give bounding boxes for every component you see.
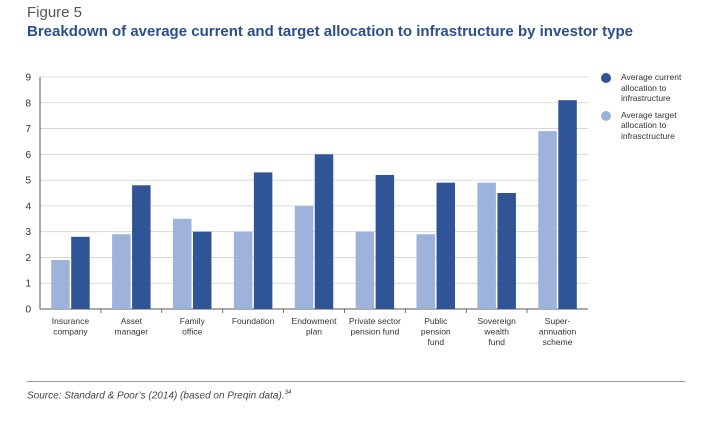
source-text: Source: Standard & Poor’s (2014) (based … (27, 390, 285, 402)
x-tick-label: Insurance (52, 316, 90, 326)
legend-swatch-target (601, 110, 611, 121)
x-tick-label: pension fund (351, 327, 400, 337)
bar-target (294, 205, 314, 309)
bar-target (538, 131, 557, 309)
bar-target (477, 182, 496, 309)
x-tick-label: Super- (545, 316, 571, 326)
y-tick-label: 1 (25, 279, 31, 290)
x-tick-label: plan (306, 327, 322, 337)
legend-label-target: Average target allocation to infrasctruc… (621, 109, 677, 141)
bar-target (172, 218, 192, 309)
legend-item-target: Average target allocation to infrasctruc… (601, 110, 701, 142)
x-tick-label: Sovereign (478, 316, 517, 326)
y-tick-label: 6 (25, 150, 31, 161)
bar-current (375, 174, 395, 309)
y-tick-label: 8 (25, 98, 31, 109)
legend-label-current: Average current allocation to infrastruc… (621, 72, 682, 103)
bar-target (355, 231, 375, 309)
legend-item-current: Average current allocation to infrastruc… (601, 72, 701, 104)
y-tick-label: 3 (25, 227, 31, 238)
x-tick-label: Foundation (232, 316, 275, 326)
source-divider (27, 381, 685, 382)
x-tick-label: Public (424, 316, 448, 326)
bar-current (558, 100, 577, 309)
y-tick-label: 4 (25, 201, 31, 212)
x-tick-label: company (53, 327, 88, 337)
source-note: Source: Standard & Poor’s (2014) (based … (27, 390, 291, 401)
bar-current (253, 172, 273, 309)
x-tick-label: office (182, 327, 202, 337)
y-tick-label: 9 (25, 73, 31, 84)
bar-target (233, 231, 253, 309)
x-tick-label: Family (180, 316, 206, 326)
bar-current (71, 236, 90, 309)
bar-current (132, 185, 151, 309)
y-tick-label: 0 (25, 305, 31, 316)
x-tick-label: manager (115, 327, 149, 337)
bar-current (314, 154, 334, 309)
x-tick-label: fund (428, 337, 445, 347)
x-tick-label: scheme (543, 337, 573, 347)
chart-legend: Average current allocation to infrastruc… (601, 72, 701, 147)
source-footnote-ref: 34 (284, 390, 292, 396)
x-tick-label: pension (421, 327, 451, 337)
x-tick-label: Endowment (292, 316, 338, 326)
y-tick-label: 5 (25, 176, 31, 187)
y-tick-label: 2 (25, 253, 31, 264)
figure-title: Breakdown of average current and target … (27, 23, 633, 40)
bar-current (497, 193, 516, 309)
bar-target (416, 234, 436, 309)
x-tick-label: Private sector (349, 316, 401, 326)
legend-swatch-current (601, 73, 611, 83)
y-tick-label: 7 (25, 124, 31, 135)
bar-target (112, 234, 131, 309)
bar-target (51, 260, 70, 309)
x-tick-label: wealth (483, 327, 509, 337)
x-tick-label: fund (488, 337, 505, 347)
x-tick-label: Asset (121, 316, 143, 326)
figure-label: Figure 5 (27, 4, 83, 21)
bar-current (436, 182, 456, 309)
x-tick-label: annuation (539, 327, 577, 337)
bar-current (192, 231, 212, 309)
